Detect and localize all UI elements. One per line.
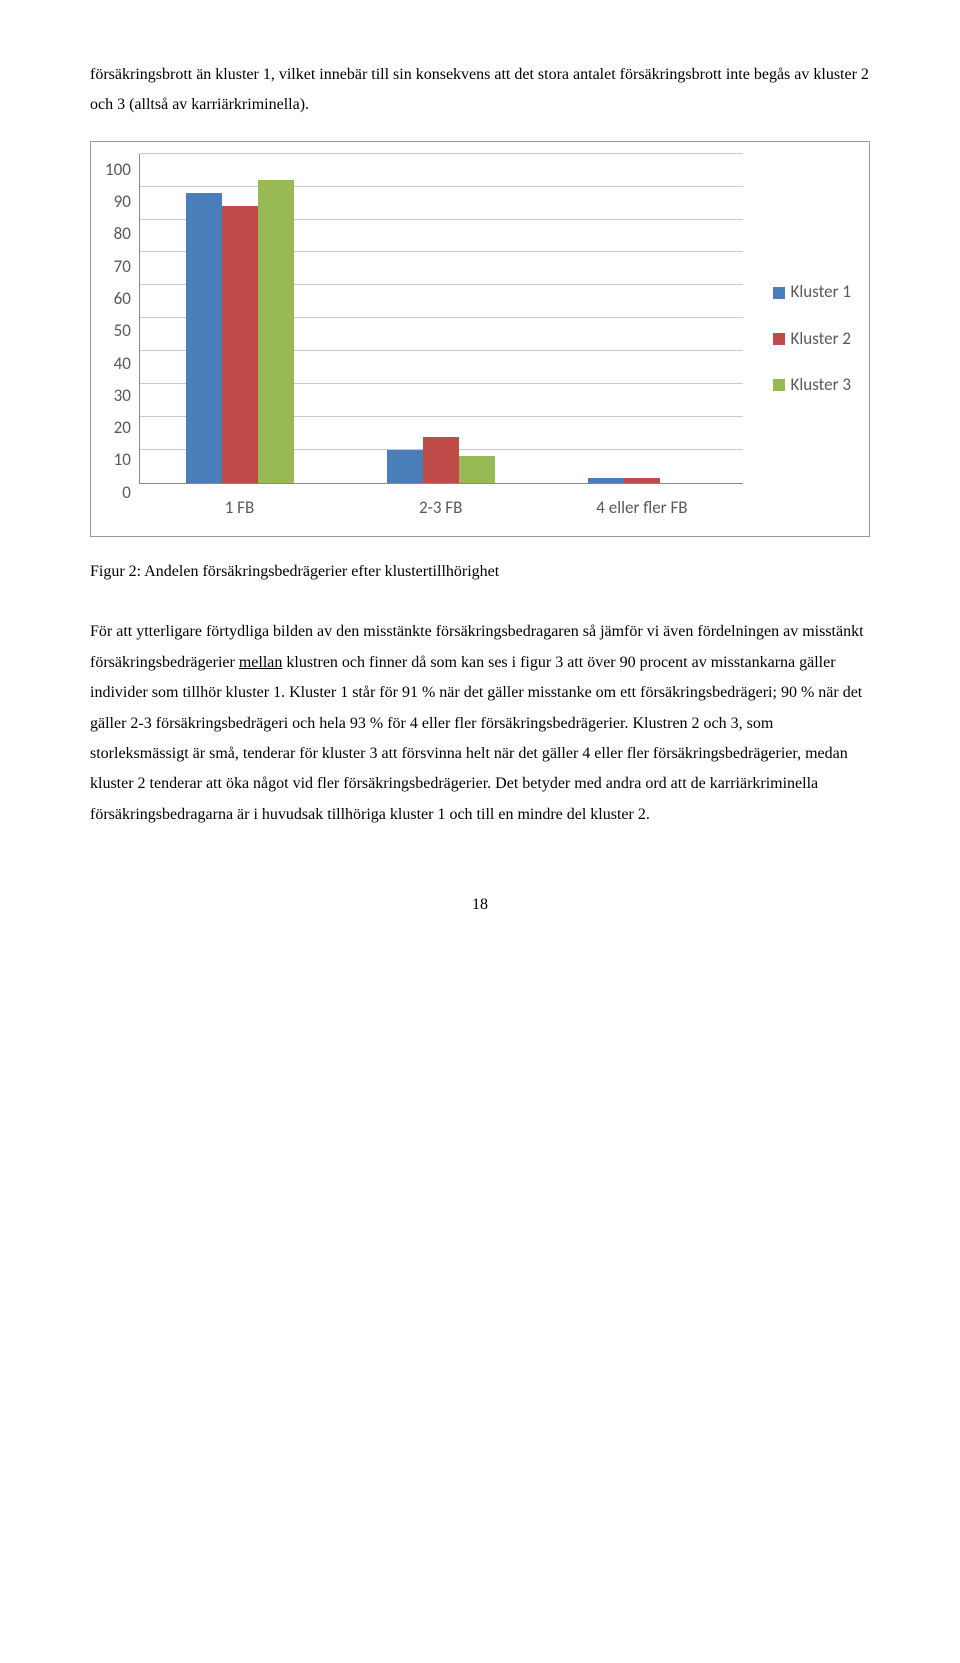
legend-item: Kluster 2 (773, 323, 851, 355)
x-axis: 1 FB2-3 FB4 eller fler FB (139, 492, 743, 524)
y-tick-label: 60 (114, 283, 131, 315)
legend-swatch (773, 333, 785, 345)
bar-group (140, 154, 341, 483)
y-tick-label: 90 (114, 186, 131, 218)
bar (186, 193, 222, 483)
y-tick-label: 10 (114, 444, 131, 476)
chart-container: 1009080706050403020100 1 FB2-3 FB4 eller… (90, 141, 870, 537)
body-paragraph: För att ytterligare förtydliga bilden av… (90, 617, 870, 830)
legend-label: Kluster 1 (791, 276, 851, 308)
bar-group (542, 154, 743, 483)
x-tick-label: 4 eller fler FB (541, 492, 742, 524)
y-tick-label: 80 (114, 218, 131, 250)
legend: Kluster 1 Kluster 2 Kluster 3 (743, 154, 851, 524)
x-tick-label: 1 FB (139, 492, 340, 524)
bar-groups (140, 154, 743, 483)
chart-plot (139, 154, 743, 484)
body-underlined-word: mellan (239, 654, 283, 671)
x-tick-label: 2-3 FB (340, 492, 541, 524)
bar (222, 206, 258, 482)
y-axis: 1009080706050403020100 (105, 154, 139, 484)
bar (258, 180, 294, 483)
legend-item: Kluster 1 (773, 276, 851, 308)
bar (387, 450, 423, 483)
bar (588, 478, 624, 483)
bar-group (341, 154, 542, 483)
y-tick-label: 40 (114, 348, 131, 380)
legend-swatch (773, 379, 785, 391)
chart-caption: Figur 2: Andelen försäkringsbedrägerier … (90, 557, 870, 587)
bar (624, 478, 660, 483)
bar (423, 437, 459, 483)
page-number: 18 (90, 890, 870, 920)
y-tick-label: 0 (122, 477, 131, 509)
y-tick-label: 50 (114, 315, 131, 347)
bar (459, 456, 495, 482)
y-tick-label: 30 (114, 380, 131, 412)
y-tick-label: 70 (114, 251, 131, 283)
legend-item: Kluster 3 (773, 369, 851, 401)
legend-label: Kluster 3 (791, 369, 851, 401)
body-post: klustren och finner då som kan ses i fig… (90, 654, 862, 823)
intro-paragraph: försäkringsbrott än kluster 1, vilket in… (90, 60, 870, 121)
y-tick-label: 20 (114, 412, 131, 444)
legend-swatch (773, 287, 785, 299)
legend-label: Kluster 2 (791, 323, 851, 355)
y-tick-label: 100 (105, 154, 131, 186)
